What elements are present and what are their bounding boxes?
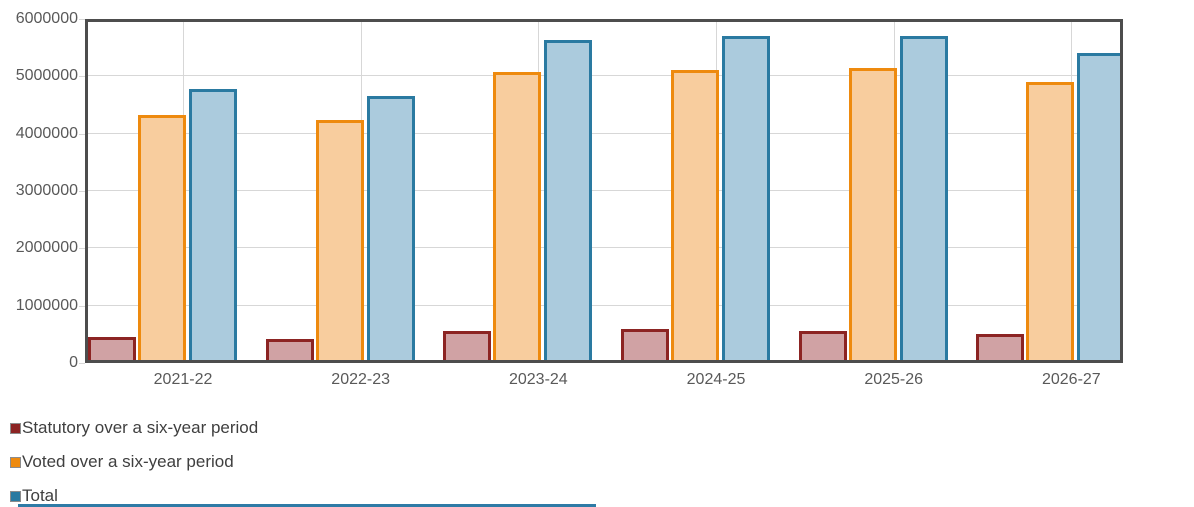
bar-voted-2022-23[interactable] — [315, 120, 364, 360]
gridline-horizontal — [88, 132, 1120, 134]
bar-voted-2025-26[interactable] — [848, 67, 897, 360]
bar-statutory-2021-22[interactable] — [88, 337, 136, 360]
y-axis-tick — [79, 19, 85, 20]
y-axis-label: 0 — [69, 354, 78, 371]
x-axis-label: 2021-22 — [153, 371, 213, 388]
gridline-horizontal — [88, 247, 1120, 249]
bar-statutory-2025-26[interactable] — [798, 330, 847, 360]
bar-voted-2023-24[interactable] — [493, 71, 542, 360]
legend-item-voted[interactable]: Voted over a six-year period — [10, 451, 258, 473]
legend-swatch-voted — [10, 456, 21, 468]
bar-statutory-2022-23[interactable] — [265, 338, 314, 360]
gridline-horizontal — [88, 75, 1120, 77]
bar-voted-2026-27[interactable] — [1026, 81, 1075, 360]
y-axis-tick — [79, 305, 85, 307]
legend-item-total[interactable]: Total — [10, 485, 258, 507]
bar-voted-2021-22[interactable] — [138, 114, 186, 360]
y-axis-tick — [79, 248, 85, 250]
bar-total-2025-26[interactable] — [899, 35, 948, 360]
bar-total-2024-25[interactable] — [722, 36, 770, 360]
y-axis-tick — [79, 133, 85, 135]
plot-area — [85, 19, 1123, 363]
bar-total-2023-24[interactable] — [544, 39, 593, 360]
legend-swatch-total — [10, 490, 21, 502]
legend-swatch-statutory — [10, 422, 21, 434]
x-axis-label: 2022-23 — [331, 371, 391, 388]
bar-voted-2024-25[interactable] — [671, 70, 719, 360]
x-axis-label: 2025-26 — [864, 371, 924, 388]
bar-total-2026-27[interactable] — [1077, 52, 1120, 360]
bar-total-2021-22[interactable] — [189, 88, 237, 360]
bar-statutory-2026-27[interactable] — [976, 334, 1025, 360]
y-axis-tick — [79, 191, 85, 192]
chart-legend: Statutory over a six-year period Voted ov… — [10, 417, 258, 507]
y-axis-label: 5000000 — [15, 67, 78, 85]
gridline-horizontal — [88, 190, 1120, 191]
legend-label: Statutory over a six-year period — [22, 418, 259, 437]
legend-label: Total — [22, 486, 58, 505]
legend-label: Voted over a six-year period — [22, 452, 234, 471]
x-axis-label: 2024-25 — [686, 371, 746, 388]
y-axis-tick — [79, 76, 85, 78]
y-axis-tick — [79, 363, 85, 364]
bar-statutory-2023-24[interactable] — [443, 330, 492, 360]
y-axis-label: 1000000 — [15, 296, 78, 314]
y-axis-label: 3000000 — [15, 182, 78, 199]
y-axis-label: 4000000 — [15, 124, 78, 142]
y-axis-label: 2000000 — [15, 239, 78, 257]
y-axis-label: 6000000 — [15, 10, 78, 27]
gridline-horizontal — [88, 304, 1120, 306]
x-axis-label: 2026-27 — [1041, 371, 1101, 388]
legend-item-statutory[interactable]: Statutory over a six-year period — [10, 417, 258, 439]
x-axis-label: 2023-24 — [508, 371, 568, 388]
bar-statutory-2024-25[interactable] — [621, 329, 669, 360]
bottom-blue-strip — [18, 504, 596, 507]
bar-total-2022-23[interactable] — [366, 96, 415, 360]
